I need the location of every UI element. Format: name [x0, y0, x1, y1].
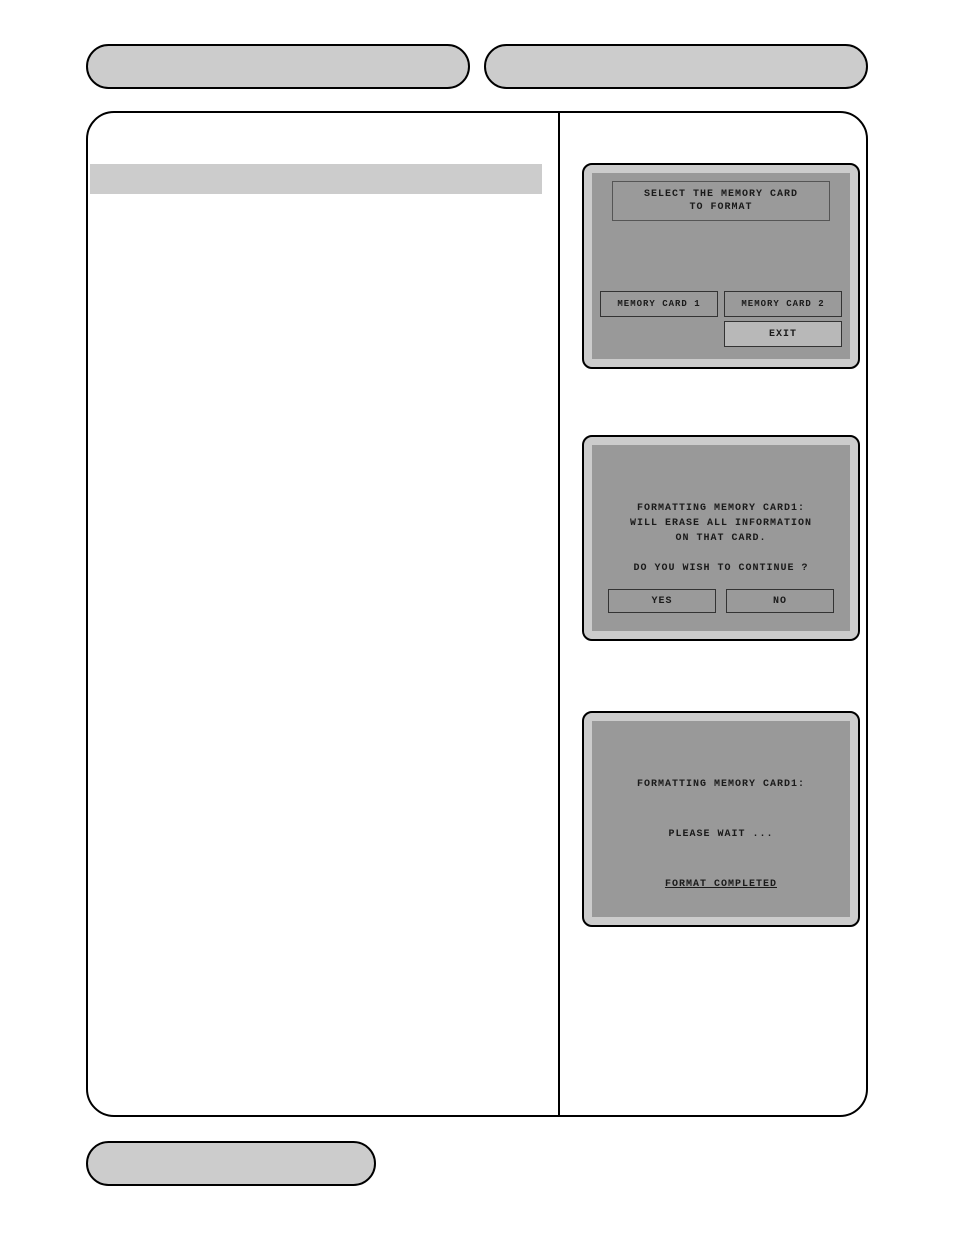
select-card-title: SELECT THE MEMORY CARDTO FORMAT [612, 181, 830, 221]
please-wait-text: PLEASE WAIT ... [592, 829, 850, 840]
format-completed-text: FORMAT COMPLETED [592, 879, 850, 890]
main-panel: SELECT THE MEMORY CARDTO FORMAT MEMORY C… [86, 111, 868, 1117]
screen-select-card: SELECT THE MEMORY CARDTO FORMAT MEMORY C… [582, 163, 860, 369]
vertical-divider [558, 113, 560, 1115]
exit-button[interactable]: EXIT [724, 321, 842, 347]
yes-button[interactable]: YES [608, 589, 716, 613]
footer-pill [86, 1141, 376, 1186]
header-pill-left [86, 44, 470, 89]
header-pill-right [484, 44, 868, 89]
memory-card-2-button[interactable]: MEMORY CARD 2 [724, 291, 842, 317]
section-header-bar [90, 164, 542, 194]
screen-confirm-format: FORMATTING MEMORY CARD1:WILL ERASE ALL I… [582, 435, 860, 641]
screen-format-progress: FORMATTING MEMORY CARD1: PLEASE WAIT ...… [582, 711, 860, 927]
format-warning-text: FORMATTING MEMORY CARD1:WILL ERASE ALL I… [592, 501, 850, 546]
continue-prompt-text: DO YOU WISH TO CONTINUE ? [592, 561, 850, 576]
memory-card-1-button[interactable]: MEMORY CARD 1 [600, 291, 718, 317]
formatting-status-text: FORMATTING MEMORY CARD1: [592, 779, 850, 790]
no-button[interactable]: NO [726, 589, 834, 613]
